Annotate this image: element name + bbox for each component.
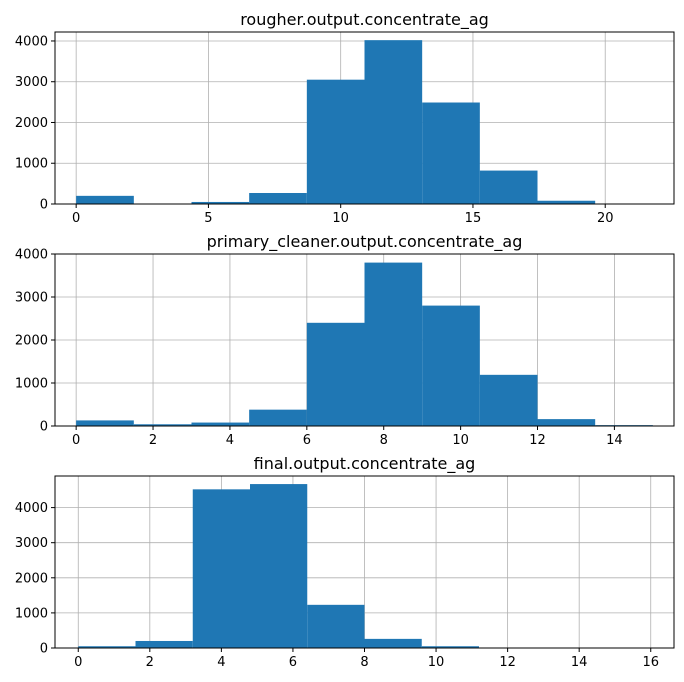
y-tick-label: 2000 bbox=[15, 116, 48, 131]
x-tick-label: 10 bbox=[428, 655, 445, 670]
histogram-bar bbox=[191, 422, 250, 426]
histogram-bar bbox=[250, 484, 308, 648]
x-tick-label: 15 bbox=[465, 211, 482, 226]
x-tick-label: 10 bbox=[452, 433, 469, 448]
x-tick-label: 14 bbox=[571, 655, 588, 670]
x-tick-label: 4 bbox=[217, 655, 225, 670]
histogram-bar bbox=[191, 201, 250, 204]
histogram-bar bbox=[133, 424, 192, 426]
x-tick-label: 12 bbox=[499, 655, 516, 670]
y-tick-label: 3000 bbox=[15, 291, 48, 306]
y-tick-label: 0 bbox=[40, 642, 48, 657]
x-tick-label: 0 bbox=[72, 433, 80, 448]
x-tick-label: 14 bbox=[606, 433, 623, 448]
panel-title: rougher.output.concentrate_ag bbox=[240, 10, 489, 30]
histogram-bar bbox=[364, 40, 423, 204]
histogram-bar bbox=[306, 79, 365, 204]
histogram-bar bbox=[479, 170, 538, 204]
x-tick-label: 6 bbox=[303, 433, 311, 448]
x-tick-label: 2 bbox=[149, 433, 157, 448]
x-tick-label: 2 bbox=[146, 655, 154, 670]
y-tick-label: 4000 bbox=[15, 248, 48, 263]
x-tick-label: 10 bbox=[332, 211, 349, 226]
y-tick-label: 4000 bbox=[15, 34, 48, 49]
x-tick-label: 12 bbox=[529, 433, 546, 448]
histogram-bar bbox=[307, 604, 365, 648]
y-tick-label: 1000 bbox=[15, 377, 48, 392]
y-tick-label: 1000 bbox=[15, 606, 48, 621]
x-tick-label: 0 bbox=[72, 211, 80, 226]
histogram-bar bbox=[421, 646, 479, 648]
x-tick-label: 16 bbox=[642, 655, 659, 670]
x-tick-label: 6 bbox=[289, 655, 297, 670]
y-tick-label: 0 bbox=[40, 420, 48, 435]
y-tick-label: 3000 bbox=[15, 75, 48, 90]
histogram-panel-3: 0 2 4 6 8 10 12 14 16 0 1000 2000 3000 4000 final.outp… bbox=[15, 454, 675, 670]
histogram-bar bbox=[192, 489, 251, 648]
x-tick-label: 8 bbox=[380, 433, 388, 448]
histogram-bar bbox=[364, 262, 423, 426]
histogram-bar bbox=[135, 640, 193, 648]
histogram-bar bbox=[479, 374, 538, 426]
panel-title: final.output.concentrate_ag bbox=[254, 454, 476, 474]
x-tick-label: 8 bbox=[360, 655, 368, 670]
y-tick-label: 1000 bbox=[15, 157, 48, 172]
histogram-bar bbox=[76, 195, 134, 204]
x-tick-label: 0 bbox=[74, 655, 82, 670]
histogram-bar bbox=[76, 420, 134, 426]
histogram-panel-1: 0 5 10 15 20 0 1000 2000 3000 4000 rougher.output.… bbox=[15, 10, 675, 226]
histogram-bar bbox=[306, 322, 365, 426]
y-tick-label: 3000 bbox=[15, 536, 48, 551]
histogram-bar bbox=[249, 192, 307, 204]
axes-frame bbox=[54, 31, 675, 205]
y-tick-label: 2000 bbox=[15, 571, 48, 586]
histogram-bar bbox=[422, 305, 480, 426]
y-tick-label: 2000 bbox=[15, 334, 48, 349]
y-tick-label: 0 bbox=[40, 198, 48, 213]
y-tick-label: 4000 bbox=[15, 501, 48, 516]
histogram-bar bbox=[422, 102, 480, 204]
x-tick-label: 5 bbox=[204, 211, 212, 226]
x-tick-label: 20 bbox=[597, 211, 614, 226]
histogram-panel-2: 0 2 4 6 8 10 12 14 0 1000 2000 3000 4000 primary_clea… bbox=[15, 232, 675, 448]
histogram-bar bbox=[78, 646, 136, 648]
histogram-bar bbox=[249, 409, 307, 426]
histogram-bar bbox=[364, 638, 422, 648]
histogram-bar bbox=[537, 419, 596, 426]
x-tick-label: 4 bbox=[226, 433, 234, 448]
panel-title: primary_cleaner.output.concentrate_ag bbox=[207, 232, 523, 252]
histogram-bar bbox=[537, 200, 596, 204]
